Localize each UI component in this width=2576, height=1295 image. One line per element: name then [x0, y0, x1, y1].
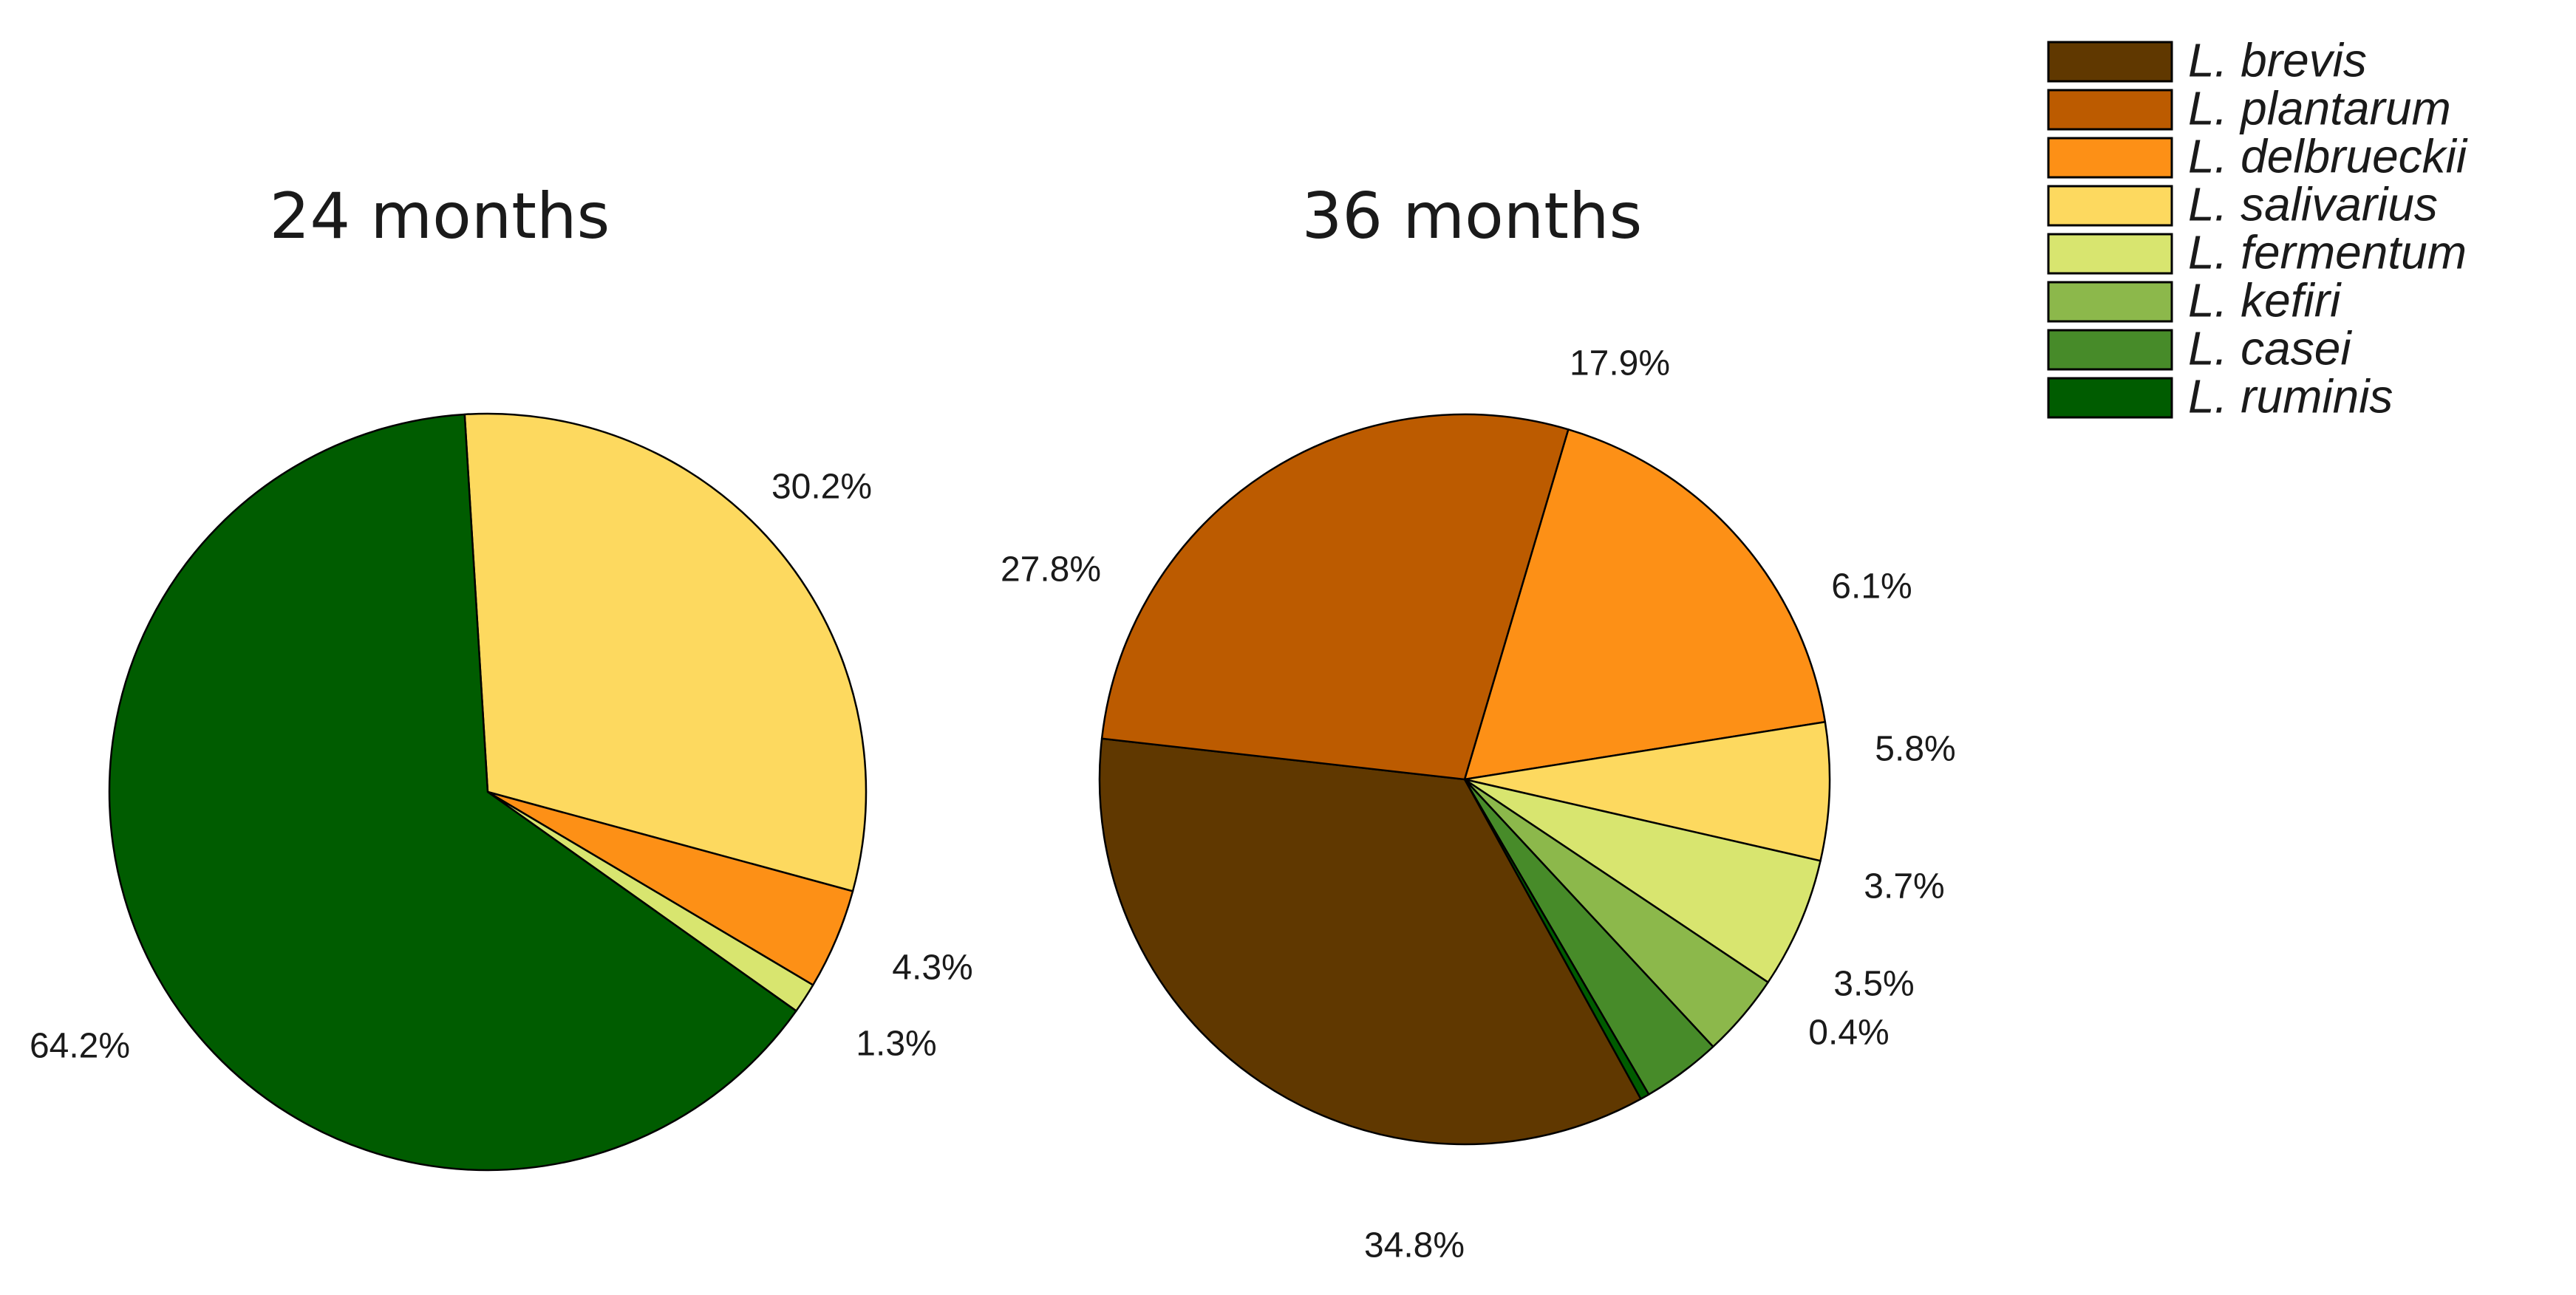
slice-value-label: 3.5% — [1833, 965, 1914, 1004]
pie-slice-l-salivarius — [1463, 720, 1831, 862]
slice-value-label: 1.3% — [856, 1025, 936, 1064]
legend-swatch — [2047, 137, 2173, 179]
chart-title: 24 months — [270, 180, 610, 253]
pie-slice-l-delbrueckii — [1463, 428, 1827, 781]
legend-label: L. delbrueckii — [2188, 129, 2468, 182]
pie-slice-l-fermentum — [1463, 778, 1822, 983]
legend-label: L. salivarius — [2188, 177, 2438, 230]
slice-value-label: 64.2% — [30, 1027, 130, 1066]
legend-swatch — [2047, 185, 2173, 227]
legend-swatch — [2047, 281, 2173, 323]
legend-item: L. brevis — [2047, 33, 2367, 86]
slice-value-label: 17.9% — [1570, 344, 1670, 383]
legend-label: L. brevis — [2188, 33, 2367, 86]
legend-item: L. fermentum — [2047, 225, 2467, 279]
legend-label: L. ruminis — [2188, 369, 2393, 423]
slice-value-label: 3.7% — [1864, 867, 1944, 906]
chart-title: 36 months — [1302, 180, 1643, 253]
legend-item: L. salivarius — [2047, 177, 2438, 230]
pie-slice-l-salivarius — [463, 412, 868, 892]
legend-label: L. kefiri — [2188, 273, 2342, 327]
pie-slice-l-plantarum — [1100, 413, 1570, 781]
slice-value-label: 0.4% — [1808, 1014, 1889, 1053]
legend-item: L. ruminis — [2047, 369, 2393, 423]
pie-slices — [1098, 413, 1831, 1146]
slice-value-label: 6.1% — [1831, 567, 1912, 607]
legend-swatch — [2047, 233, 2173, 275]
legend-label: L. fermentum — [2188, 225, 2467, 279]
legend-item: L. kefiri — [2047, 273, 2342, 327]
legend-item: L. delbrueckii — [2047, 129, 2468, 182]
pie-chart-24-months: 24 months 30.2% 4.3% 1.3% 64.2% — [30, 180, 973, 1172]
legend-label: L. casei — [2188, 321, 2352, 375]
pie-slice-l-ruminis — [108, 413, 797, 1172]
pie-chart-36-months: 36 months 17.9% 6.1% 5.8% 3.7% 3.5% 0.4% 34.8%… — [1001, 180, 1956, 1265]
pie-value-labels: 17.9% 6.1% 5.8% 3.7% 3.5% 0.4% 34.8% 27.8% — [1001, 344, 1956, 1265]
legend-item: L. casei — [2047, 321, 2352, 375]
pie-slice-l-brevis — [1098, 737, 1642, 1146]
legend-swatch — [2047, 329, 2173, 371]
slice-value-label: 27.8% — [1001, 550, 1101, 590]
pie-slices — [108, 412, 868, 1172]
legend-item: L. plantarum — [2047, 81, 2451, 134]
slice-value-label: 4.3% — [892, 949, 972, 988]
slice-value-label: 34.8% — [1364, 1226, 1465, 1265]
pie-value-labels: 30.2% 4.3% 1.3% 64.2% — [30, 468, 973, 1066]
slice-value-label: 5.8% — [1875, 730, 1955, 769]
slice-value-label: 30.2% — [771, 468, 872, 507]
legend-swatch — [2047, 377, 2173, 419]
legend-swatch — [2047, 41, 2173, 83]
legend-swatch — [2047, 89, 2173, 131]
legend-label: L. plantarum — [2188, 81, 2451, 134]
